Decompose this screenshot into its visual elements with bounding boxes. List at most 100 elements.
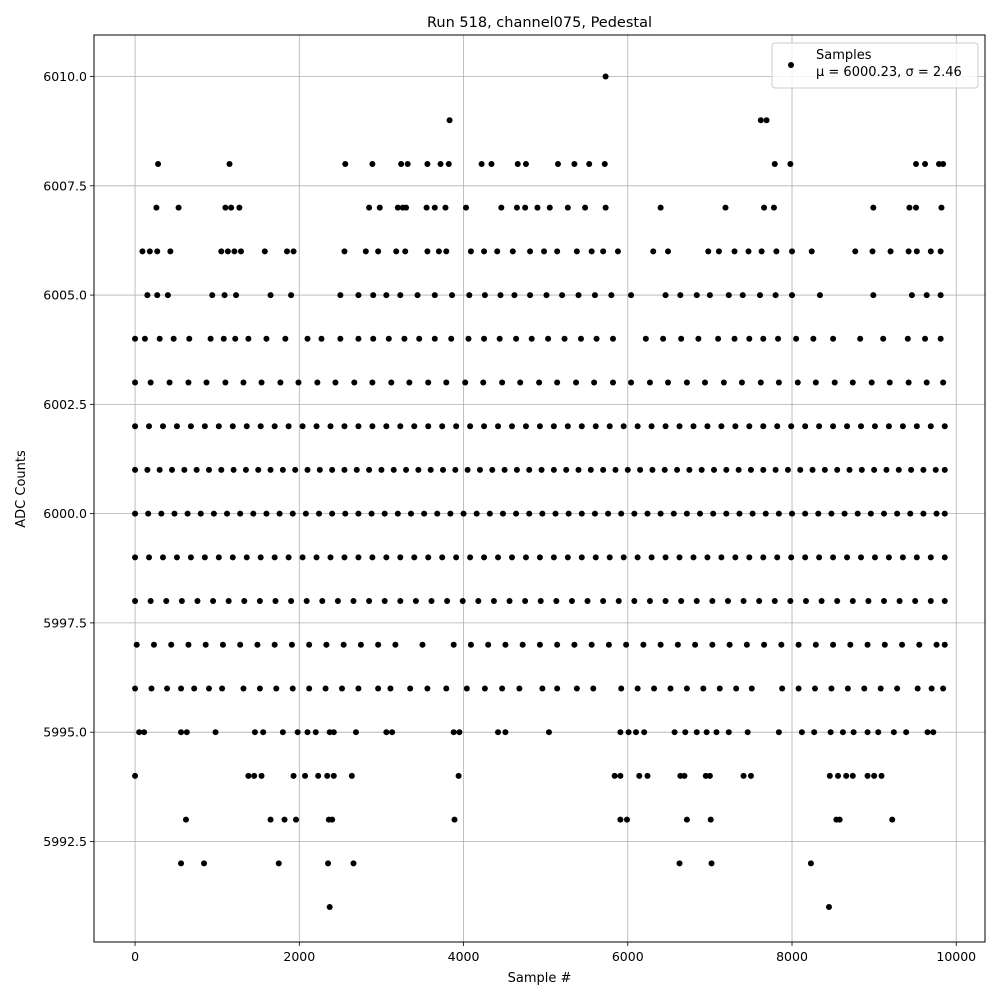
data-point <box>434 510 441 517</box>
y-tick-label: 5997.5 <box>43 615 87 630</box>
data-point <box>678 335 685 342</box>
data-point <box>288 598 295 605</box>
data-point <box>923 292 930 299</box>
data-point <box>304 466 311 473</box>
data-point <box>695 335 702 342</box>
data-point <box>447 510 454 517</box>
data-point <box>657 204 664 211</box>
data-point <box>197 510 204 517</box>
data-point <box>736 510 743 517</box>
data-point <box>424 685 431 692</box>
data-point <box>164 292 171 299</box>
data-point <box>606 554 613 561</box>
data-point <box>660 335 667 342</box>
data-point <box>723 510 730 517</box>
data-point <box>288 292 295 299</box>
data-point <box>452 466 459 473</box>
data-point <box>481 554 488 561</box>
data-point <box>299 423 306 430</box>
data-point <box>481 292 488 299</box>
data-point <box>439 423 446 430</box>
data-point <box>513 204 520 211</box>
data-point <box>464 466 471 473</box>
data-point <box>250 510 257 517</box>
data-point <box>383 554 390 561</box>
data-point <box>362 248 369 255</box>
data-point <box>171 510 178 517</box>
data-point <box>908 292 915 299</box>
data-point <box>230 466 237 473</box>
data-point <box>612 466 619 473</box>
data-point <box>634 423 641 430</box>
data-point <box>904 335 911 342</box>
data-point <box>431 335 438 342</box>
data-point <box>798 729 805 736</box>
data-point <box>315 772 322 779</box>
data-point <box>439 554 446 561</box>
data-point <box>631 598 638 605</box>
data-point <box>342 510 349 517</box>
data-point <box>920 466 927 473</box>
data-point <box>745 248 752 255</box>
data-point <box>428 598 435 605</box>
data-point <box>746 554 753 561</box>
data-point <box>671 729 678 736</box>
data-point <box>554 248 561 255</box>
data-point <box>552 510 559 517</box>
data-point <box>715 335 722 342</box>
data-point <box>644 772 651 779</box>
data-point <box>683 685 690 692</box>
data-point <box>731 248 738 255</box>
data-point <box>683 816 690 823</box>
data-point <box>662 292 669 299</box>
data-point <box>536 554 543 561</box>
data-point <box>795 641 802 648</box>
data-point <box>662 554 669 561</box>
data-point <box>375 641 382 648</box>
data-point <box>282 335 289 342</box>
data-point <box>357 641 364 648</box>
data-point <box>355 335 362 342</box>
data-point <box>332 379 339 386</box>
data-point <box>397 423 404 430</box>
data-point <box>927 554 934 561</box>
data-point <box>424 248 431 255</box>
data-point <box>740 598 747 605</box>
data-point <box>864 641 871 648</box>
data-point <box>181 466 188 473</box>
data-point <box>267 816 274 823</box>
data-point <box>609 335 616 342</box>
data-point <box>257 554 264 561</box>
data-point <box>709 641 716 648</box>
data-point <box>193 466 200 473</box>
data-point <box>723 466 730 473</box>
data-point <box>665 248 672 255</box>
data-point <box>316 466 323 473</box>
data-point <box>173 554 180 561</box>
data-point <box>554 160 561 167</box>
data-point <box>704 423 711 430</box>
data-point <box>857 554 864 561</box>
x-axis-label: Sample # <box>508 971 572 986</box>
data-point <box>132 685 139 692</box>
data-point <box>478 160 485 167</box>
data-point <box>341 466 348 473</box>
data-point <box>774 554 781 561</box>
data-point <box>834 598 841 605</box>
data-point <box>606 423 613 430</box>
data-point <box>267 292 274 299</box>
data-point <box>816 554 823 561</box>
data-point <box>554 379 561 386</box>
data-point <box>830 423 837 430</box>
data-point <box>690 423 697 430</box>
data-point <box>473 510 480 517</box>
data-point <box>415 466 422 473</box>
data-point <box>899 554 906 561</box>
data-point <box>392 641 399 648</box>
data-point <box>941 641 948 648</box>
data-point <box>644 510 651 517</box>
data-point <box>132 335 139 342</box>
data-point <box>366 204 373 211</box>
data-point <box>827 729 834 736</box>
data-point <box>591 379 598 386</box>
